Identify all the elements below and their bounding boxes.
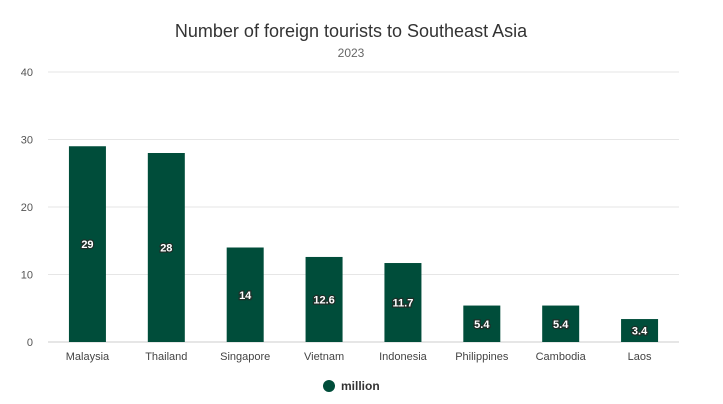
bar[interactable] (305, 256, 343, 342)
x-tick-label: Thailand (145, 351, 187, 363)
x-tick-label: Vietnam (304, 351, 344, 363)
y-tick-label: 20 (21, 202, 33, 214)
x-tick-label: Laos (628, 351, 652, 363)
x-tick-label: Philippines (455, 351, 509, 363)
data-label: 11.7 (393, 298, 414, 310)
x-tick-label: Malaysia (66, 351, 110, 363)
bar[interactable] (226, 247, 264, 343)
data-label: 5.4 (553, 319, 569, 331)
x-axis: Malaysia Thailand Singapore Vietnam Indonesi… (66, 351, 652, 363)
gridlines (48, 71, 679, 343)
chart-title: Number of foreign tourists to Southeast … (175, 21, 528, 41)
y-tick-label: 30 (21, 135, 33, 147)
x-tick-label: Cambodia (536, 351, 587, 363)
bars: 29 28 14 12.6 11.7 5.4 5.4 3.4 (68, 146, 659, 343)
data-label: 28 (160, 243, 172, 255)
bar[interactable] (542, 305, 580, 342)
bar[interactable] (621, 319, 659, 342)
bar[interactable] (463, 305, 501, 342)
bar[interactable] (68, 146, 106, 342)
y-tick-label: 0 (27, 337, 33, 349)
x-tick-label: Indonesia (379, 351, 428, 363)
legend-marker (323, 380, 335, 392)
bar[interactable] (384, 263, 422, 342)
y-axis: 0 10 20 30 40 (21, 67, 33, 349)
data-label: 14 (239, 290, 252, 302)
data-label: 3.4 (632, 326, 648, 338)
data-label: 29 (81, 239, 93, 251)
y-tick-label: 40 (21, 67, 33, 79)
data-label: 12.6 (313, 294, 334, 306)
chart-subtitle: 2023 (338, 46, 365, 60)
y-tick-label: 10 (21, 270, 33, 282)
data-label: 5.4 (474, 319, 490, 331)
bar[interactable] (147, 153, 185, 342)
legend-label: million (341, 379, 380, 393)
legend[interactable]: million (323, 379, 380, 393)
x-tick-label: Singapore (220, 351, 270, 363)
